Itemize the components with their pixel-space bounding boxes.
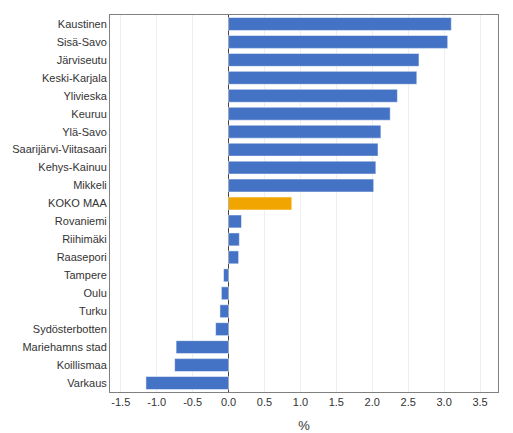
svg-text:KOKO MAA: KOKO MAA xyxy=(48,197,107,209)
svg-text:3.0: 3.0 xyxy=(436,396,451,408)
svg-text:Tampere: Tampere xyxy=(64,269,107,281)
svg-text:Varkaus: Varkaus xyxy=(67,377,107,389)
svg-text:Turku: Turku xyxy=(79,305,107,317)
svg-text:Koillismaa: Koillismaa xyxy=(57,359,108,371)
svg-text:Keuruu: Keuruu xyxy=(71,108,106,120)
svg-text:%: % xyxy=(298,418,310,433)
svg-text:Keski-Karjala: Keski-Karjala xyxy=(42,72,108,84)
svg-text:0.5: 0.5 xyxy=(257,396,272,408)
svg-text:Sydösterbotten: Sydösterbotten xyxy=(33,323,107,335)
svg-text:Mikkeli: Mikkeli xyxy=(73,179,107,191)
svg-text:0.0: 0.0 xyxy=(221,396,236,408)
svg-text:-1.0: -1.0 xyxy=(147,396,166,408)
svg-text:Kaustinen: Kaustinen xyxy=(58,18,107,30)
svg-text:-0.5: -0.5 xyxy=(183,396,202,408)
svg-text:Järviseutu: Järviseutu xyxy=(57,54,107,66)
svg-text:Riihimäki: Riihimäki xyxy=(62,233,107,245)
svg-text:1.5: 1.5 xyxy=(329,396,344,408)
svg-text:Ylivieska: Ylivieska xyxy=(63,90,107,102)
svg-text:Raasepori: Raasepori xyxy=(57,251,107,263)
svg-text:Saarijärvi-Viitasaari: Saarijärvi-Viitasaari xyxy=(12,143,107,155)
svg-text:Rovaniemi: Rovaniemi xyxy=(55,215,107,227)
svg-text:Mariehamns stad: Mariehamns stad xyxy=(22,341,106,353)
svg-text:Sisä-Savo: Sisä-Savo xyxy=(57,36,107,48)
svg-text:Kehys-Kainuu: Kehys-Kainuu xyxy=(38,161,107,173)
svg-text:-1.5: -1.5 xyxy=(111,396,130,408)
svg-text:2.5: 2.5 xyxy=(401,396,416,408)
svg-text:Ylä-Savo: Ylä-Savo xyxy=(62,126,107,138)
svg-text:Oulu: Oulu xyxy=(84,287,107,299)
svg-text:1.0: 1.0 xyxy=(293,396,308,408)
svg-text:2.0: 2.0 xyxy=(365,396,380,408)
svg-text:3.5: 3.5 xyxy=(472,396,487,408)
